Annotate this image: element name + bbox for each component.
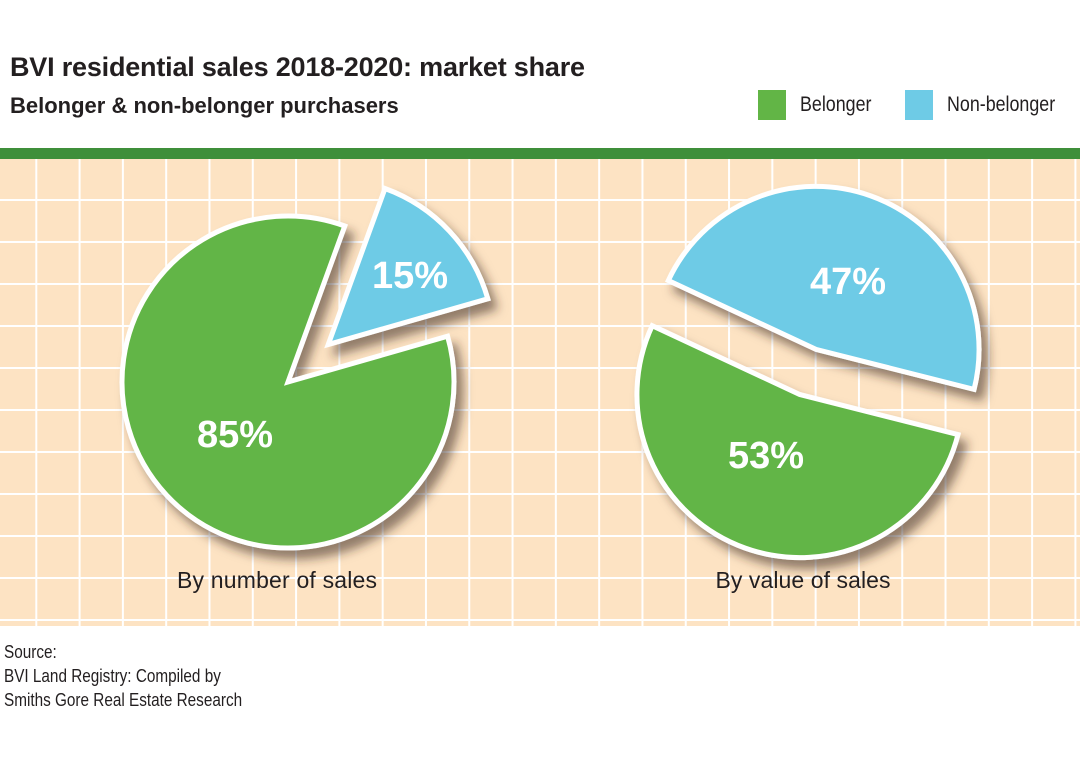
- header-divider: [0, 148, 1080, 159]
- pie-caption: By value of sales: [716, 567, 891, 593]
- pie-caption: By number of sales: [177, 567, 377, 593]
- pie-slice-belonger: [634, 322, 962, 561]
- pie-slice-non-belonger: [324, 185, 491, 349]
- legend-swatch-belonger: [758, 90, 786, 120]
- source-note: Source: BVI Land Registry: Compiled by S…: [4, 640, 242, 712]
- source-line: Smiths Gore Real Estate Research: [4, 690, 243, 710]
- legend-label: Non-belonger: [947, 93, 1056, 116]
- legend-swatch-non-belonger: [905, 90, 933, 120]
- slice-label-belonger: 85%: [197, 414, 273, 456]
- legend-label: Belonger: [800, 93, 872, 116]
- pie-chart-1: 85% 15% By number of sales: [119, 185, 491, 593]
- source-label: Source:: [4, 642, 57, 662]
- slice-label-non-belonger: 15%: [372, 255, 448, 297]
- legend-item-belonger: Belonger: [758, 90, 884, 120]
- pie-chart-2: 53% 47% By value of sales: [634, 183, 982, 593]
- legend-item-non-belonger: Non-belonger: [905, 90, 1074, 120]
- pie-slice-belonger: [119, 213, 457, 551]
- chart-title: BVI residential sales 2018-2020: market …: [10, 52, 585, 82]
- slice-label-non-belonger: 47%: [810, 261, 886, 303]
- chart-subtitle: Belonger & non-belonger purchasers: [10, 93, 399, 118]
- slice-label-belonger: 53%: [728, 435, 804, 477]
- pie-slice-non-belonger: [664, 183, 982, 393]
- source-line: BVI Land Registry: Compiled by: [4, 666, 221, 686]
